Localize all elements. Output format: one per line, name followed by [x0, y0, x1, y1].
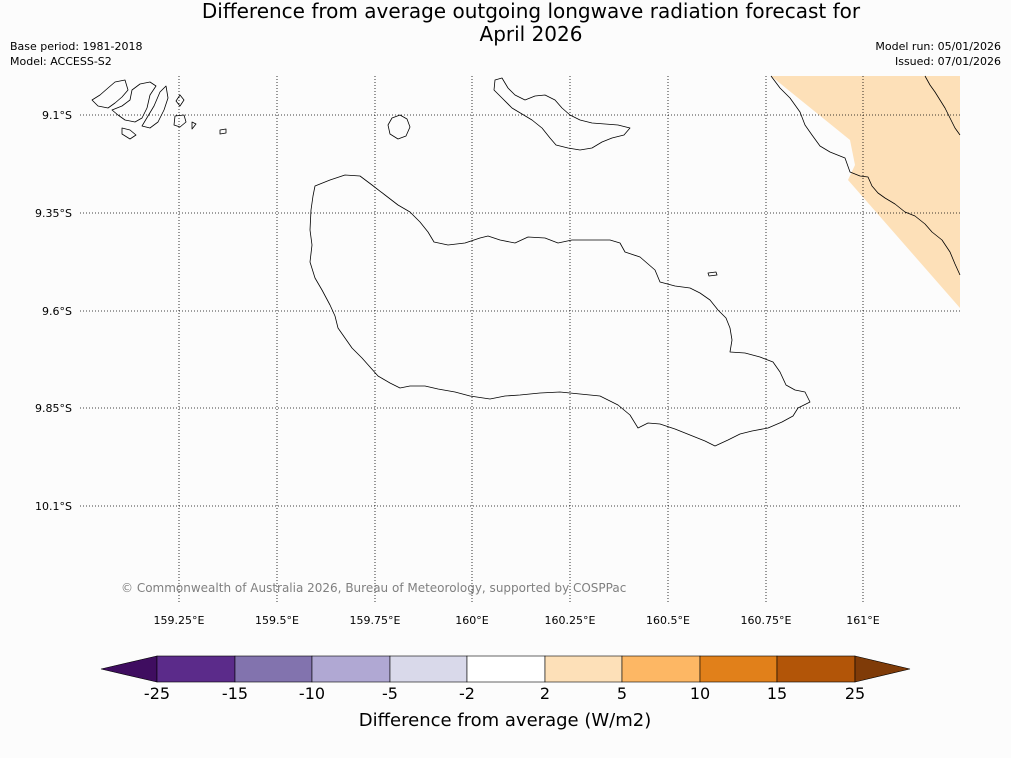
- lon-label: 159.75°E: [350, 614, 401, 627]
- colorbar-extension-low: [100, 655, 158, 683]
- meta-left: Base period: 1981-2018 Model: ACCESS-S2: [10, 39, 142, 69]
- island-malaita: [770, 75, 961, 276]
- colorbar-segment: [544, 655, 623, 683]
- colorbar-tick: -15: [222, 684, 248, 703]
- graticule: [80, 76, 960, 604]
- colorbar-tick: 10: [690, 684, 710, 703]
- colorbar-segment: [311, 655, 391, 683]
- lat-label: 10.1°S: [35, 500, 72, 513]
- lat-label: 9.35°S: [35, 207, 72, 220]
- island-nw-8: [191, 121, 197, 130]
- island-malaita-north: [924, 75, 961, 136]
- island-nw-4: [175, 94, 185, 107]
- colorbar-tick: 2: [540, 684, 550, 703]
- island-nw-7: [219, 128, 227, 135]
- anomaly-shading: [771, 76, 960, 308]
- island-guadalcanal: [309, 174, 811, 447]
- colorbar-segment: [699, 655, 778, 683]
- island-nw-6: [121, 127, 137, 140]
- island-nw-2: [111, 81, 157, 123]
- coastlines: [91, 75, 961, 447]
- lon-label: 161°E: [846, 614, 879, 627]
- colorbar-segment: [466, 655, 546, 683]
- title-line-2: April 2026: [479, 22, 583, 46]
- lat-label: 9.1°S: [42, 109, 72, 122]
- colorbar-tick: 15: [767, 684, 787, 703]
- colorbar-segment: [234, 655, 313, 683]
- lon-label: 160.25°E: [545, 614, 596, 627]
- model-run: Model run: 05/01/2026: [875, 40, 1001, 53]
- colorbar-tick-labels: -25 -15 -10 -5 -2 2 5 10 15 25: [144, 684, 865, 703]
- colorbar-segment: [156, 655, 236, 683]
- lon-label: 159.25°E: [154, 614, 205, 627]
- base-period: Base period: 1981-2018: [10, 40, 143, 53]
- lon-label: 160.75°E: [741, 614, 792, 627]
- lon-labels: 159.25°E 159.5°E 159.75°E 160°E 160.25°E…: [154, 614, 880, 627]
- colorbar-extension-high: [854, 655, 911, 683]
- colorbar-title: Difference from average (W/m2): [359, 710, 651, 731]
- meta-right: Model run: 05/01/2026 Issued: 07/01/2026: [875, 39, 1001, 69]
- colorbar-tick: -25: [144, 684, 170, 703]
- colorbar-tick: 5: [617, 684, 627, 703]
- lat-label: 9.6°S: [42, 305, 72, 318]
- map-title: Difference from average outgoing longwav…: [0, 0, 1011, 46]
- colorbar-segment: [776, 655, 856, 683]
- colorbar-tick: -5: [382, 684, 398, 703]
- lat-label: 9.85°S: [35, 402, 72, 415]
- lat-labels: 9.1°S 9.35°S 9.6°S 9.85°S 10.1°S: [35, 109, 72, 513]
- copyright-notice: © Commonwealth of Australia 2026, Bureau…: [121, 581, 626, 595]
- lon-label: 160°E: [455, 614, 488, 627]
- colorbar-tick: -10: [299, 684, 325, 703]
- island-nw-5: [173, 114, 187, 128]
- colorbar-segment: [389, 655, 468, 683]
- model-name: Model: ACCESS-S2: [10, 55, 112, 68]
- island-islet: [707, 271, 718, 277]
- issued-date: Issued: 07/01/2026: [894, 55, 1001, 68]
- lon-label: 160.5°E: [646, 614, 690, 627]
- island-savo: [387, 114, 411, 140]
- colorbar-segment: [621, 655, 701, 683]
- colorbar-tick: 25: [845, 684, 865, 703]
- title-line-1: Difference from average outgoing longwav…: [201, 0, 861, 23]
- colorbar: [100, 655, 911, 683]
- island-florida: [493, 77, 631, 151]
- island-nw-1: [91, 79, 129, 109]
- lon-label: 159.5°E: [255, 614, 299, 627]
- colorbar-tick: -2: [459, 684, 475, 703]
- island-nw-3: [141, 85, 169, 129]
